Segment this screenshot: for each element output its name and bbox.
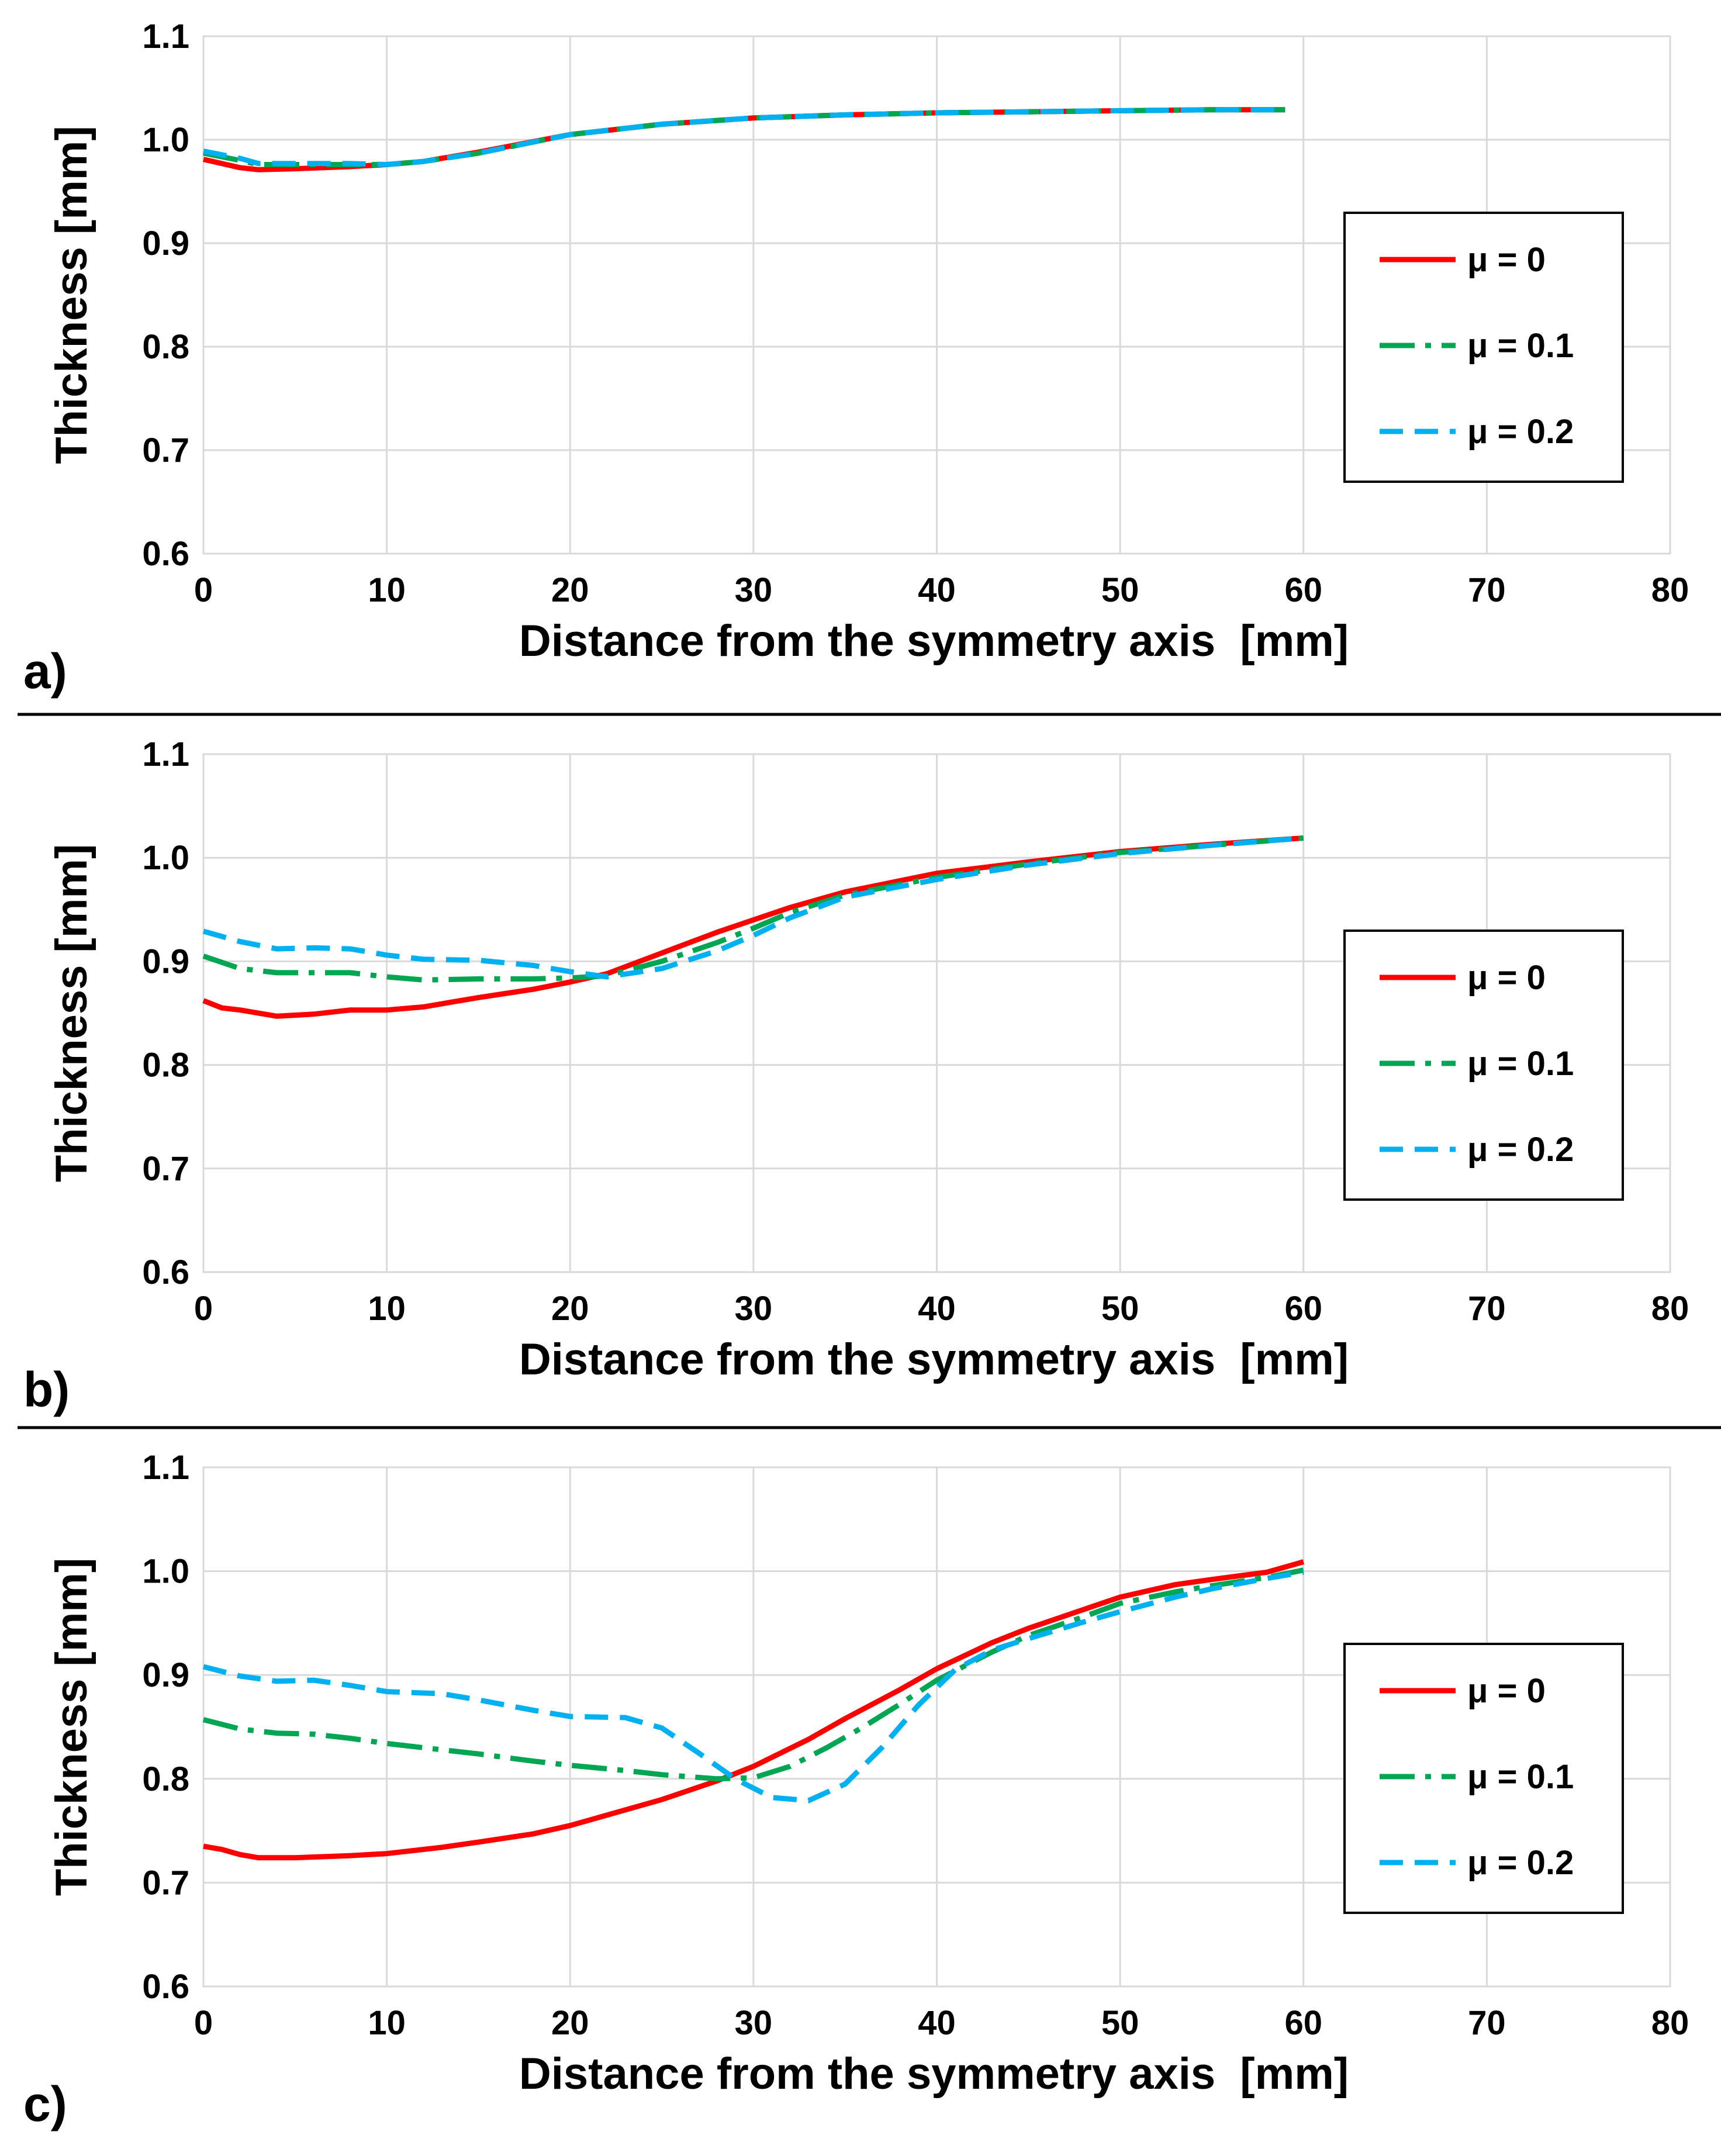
x-tick-label: 80 <box>1651 2004 1689 2042</box>
x-tick-label: 20 <box>551 1290 589 1328</box>
x-tick-label: 60 <box>1284 2004 1322 2042</box>
x-tick-label: 50 <box>1101 571 1139 609</box>
x-tick-label: 70 <box>1468 571 1506 609</box>
legend-label: μ = 0.1 <box>1467 1758 1574 1796</box>
x-tick-label: 50 <box>1101 1290 1139 1328</box>
y-tick-label: 0.9 <box>142 1656 189 1694</box>
y-axis-title: Thickness [mm] <box>47 1558 96 1896</box>
series-line-mu-2 <box>203 107 1285 167</box>
legend-label: μ = 0 <box>1467 241 1546 279</box>
y-tick-label: 1.0 <box>142 839 189 877</box>
legend: μ = 0 μ = 0.1 μ = 0.2 <box>1343 1643 1624 1914</box>
y-tick-label: 0.8 <box>142 328 189 366</box>
y-tick-label: 1.1 <box>142 735 189 773</box>
x-tick-label: 0 <box>194 571 213 609</box>
y-tick-label: 0.9 <box>142 942 189 980</box>
legend-label: μ = 0 <box>1467 1672 1546 1710</box>
x-tick-label: 10 <box>368 1290 406 1328</box>
series-line-mu-2 <box>202 835 1304 980</box>
y-tick-label: 0.7 <box>142 1150 189 1188</box>
y-tick-label: 0.6 <box>142 1968 189 2006</box>
x-tick-label: 0 <box>194 2004 213 2042</box>
legend-label: μ = 0.1 <box>1467 1045 1574 1083</box>
panel-label: c) <box>23 2076 67 2131</box>
x-tick-label: 30 <box>735 571 773 609</box>
x-tick-label: 20 <box>551 571 589 609</box>
panel-label: b) <box>23 1362 70 1417</box>
panel-label: a) <box>23 644 67 699</box>
x-tick-label: 50 <box>1101 2004 1139 2042</box>
series-line-mu-1 <box>202 1567 1304 1782</box>
legend-label: μ = 0 <box>1467 959 1546 997</box>
chart-panel: 0 10 20 30 40 50 60 70 80 0.6 0.7 0.8 0.9 1.0 1.1 Dista… <box>23 735 1689 1417</box>
x-tick-label: 80 <box>1651 571 1689 609</box>
legend-label: μ = 0.1 <box>1467 327 1574 365</box>
x-tick-label: 70 <box>1468 2004 1506 2042</box>
y-tick-label: 0.7 <box>142 431 189 469</box>
legend-label: μ = 0.2 <box>1467 1131 1574 1169</box>
chart-panel: 0 10 20 30 40 50 60 70 80 0.6 0.7 0.8 0.9 1.0 1.1 Dista… <box>23 1449 1689 2131</box>
y-tick-label: 0.9 <box>142 224 189 262</box>
y-tick-label: 0.6 <box>142 1253 189 1291</box>
y-axis-title: Thickness [mm] <box>47 844 96 1183</box>
y-tick-label: 1.0 <box>142 121 189 159</box>
series-line-mu-2 <box>202 1569 1304 1803</box>
legend: μ = 0 μ = 0.1 μ = 0.2 <box>1343 212 1624 483</box>
x-tick-label: 80 <box>1651 1290 1689 1328</box>
y-axis-title: Thickness [mm] <box>47 126 96 464</box>
x-tick-label: 10 <box>368 2004 406 2042</box>
y-tick-label: 1.1 <box>142 1449 189 1487</box>
x-tick-label: 60 <box>1284 1290 1322 1328</box>
x-axis-title: Distance from the symmetry axis [mm] <box>519 616 1349 666</box>
chart-panel: 0 10 20 30 40 50 60 70 80 0.6 0.7 0.8 0.9 1.0 1.1 Dista… <box>23 18 1689 699</box>
x-tick-label: 70 <box>1468 1290 1506 1328</box>
legend-label: μ = 0.2 <box>1467 1844 1574 1882</box>
legend-label: μ = 0.2 <box>1467 413 1574 451</box>
x-tick-label: 0 <box>194 1290 213 1328</box>
x-tick-label: 60 <box>1284 571 1322 609</box>
legend: μ = 0 μ = 0.1 μ = 0.2 <box>1343 930 1624 1201</box>
y-tick-label: 0.6 <box>142 535 189 573</box>
x-tick-label: 30 <box>735 1290 773 1328</box>
y-tick-label: 1.0 <box>142 1553 189 1591</box>
y-tick-label: 0.8 <box>142 1046 189 1084</box>
x-tick-label: 40 <box>918 571 956 609</box>
x-tick-label: 40 <box>918 2004 956 2042</box>
x-tick-label: 10 <box>368 571 406 609</box>
y-tick-label: 1.1 <box>142 18 189 56</box>
x-axis-title: Distance from the symmetry axis [mm] <box>519 2049 1349 2099</box>
x-tick-label: 20 <box>551 2004 589 2042</box>
x-axis-title: Distance from the symmetry axis [mm] <box>519 1335 1349 1384</box>
y-tick-label: 0.8 <box>142 1760 189 1798</box>
x-tick-label: 30 <box>735 2004 773 2042</box>
y-tick-label: 0.7 <box>142 1864 189 1902</box>
x-tick-label: 40 <box>918 1290 956 1328</box>
